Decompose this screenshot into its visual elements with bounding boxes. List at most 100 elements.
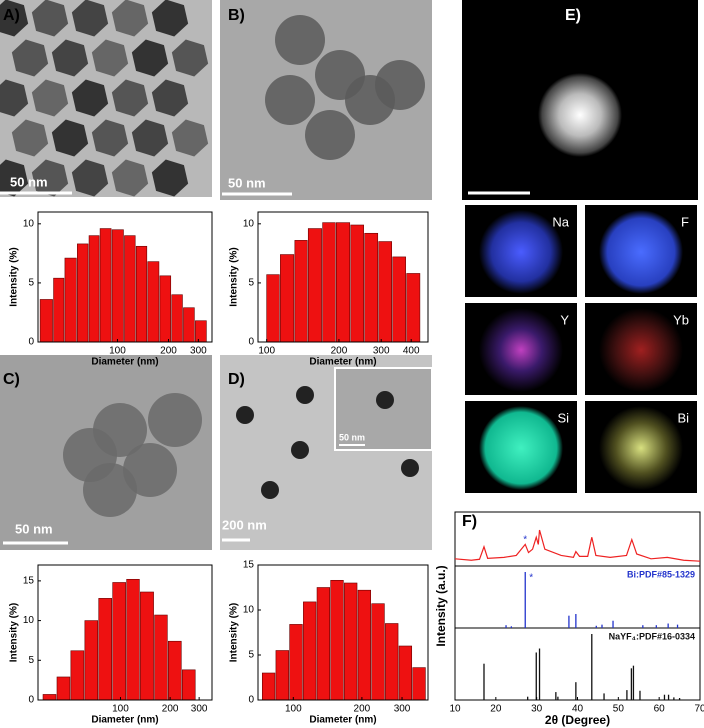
x-axis-label: 2θ (Degree) [545,713,610,727]
nanoparticle [275,15,325,65]
x-tick-label: 200 [160,346,177,357]
bar [181,669,196,701]
x-tick-label: 300 [394,704,411,715]
scale-label: 200 nm [222,517,267,532]
element-label: Y [560,312,569,327]
scale-label: 50 nm [15,521,53,536]
x-tick-label: 300 [373,346,390,357]
y-tick-label: 15 [23,576,35,587]
nanoparticle [123,443,177,497]
nanoparticle [31,0,69,37]
nanoparticle [151,79,189,117]
bar [171,294,183,343]
nanoparticle [261,481,279,499]
nanoparticle [171,39,209,77]
x-axis-label: Diameter (nm) [309,357,376,368]
nanoparticle [11,119,49,157]
nanoparticle [265,75,315,125]
element-distribution [479,406,563,490]
x-axis-label: Diameter (nm) [309,715,376,726]
x-tick-label: 40 [572,704,584,715]
bar [330,579,344,701]
bar [350,224,364,343]
y-axis-label: Intensity (a.u.) [434,565,448,646]
nanoparticle [375,60,425,110]
bar [294,240,308,343]
x-tick-label: 100 [285,704,302,715]
y-tick-label: 15 [243,560,255,571]
axes-frame [257,564,429,701]
bar [307,228,322,343]
y-axis-label: Intensity (%) [9,247,20,306]
y-tick-label: 5 [28,278,34,289]
bar [385,623,399,701]
panel-label: A) [3,7,20,24]
bar [56,676,71,701]
bar [140,591,154,701]
inset-image [334,367,433,451]
nanoparticle [171,119,209,157]
bar [303,601,317,701]
xrd-pattern [454,529,701,562]
y-tick-label: 0 [248,337,254,348]
y-tick-label: 0 [28,695,34,706]
y-axis-label: Intensity (%) [229,247,240,306]
nanoparticle [51,39,89,77]
bar [88,235,100,343]
axes-frame [37,211,213,343]
bar [195,320,207,343]
bar [344,582,358,701]
nanoparticle [111,79,149,117]
y-tick-label: 0 [28,337,34,348]
scale-label: 50 nm [339,432,365,442]
nanoparticle [0,0,29,37]
bar [412,667,426,701]
bar [124,235,136,343]
nanoparticle [148,393,202,447]
peak-marker: * [529,573,533,584]
nanoparticle [296,386,314,404]
element-label: Yb [673,312,689,327]
element-distribution [599,406,683,490]
nanoparticle [236,406,254,424]
x-tick-label: 60 [654,704,666,715]
bar [322,222,336,343]
axes-frame [37,564,213,701]
panel-label: F) [462,513,477,530]
particle [538,73,622,157]
x-tick-label: 100 [112,704,129,715]
y-tick-label: 10 [243,218,255,229]
bar [111,229,124,343]
x-tick-label: 50 [613,704,625,715]
nanoparticle [51,119,89,157]
bar [364,232,379,343]
x-axis-label: Diameter (nm) [91,357,158,368]
reference-label: NaYF₄:PDF#16-0334 [609,631,695,641]
x-tick-label: 300 [191,704,208,715]
element-label: Bi [677,410,689,425]
y-tick-label: 5 [248,278,254,289]
y-tick-label: 5 [28,655,34,666]
bar [126,578,140,701]
bar [183,307,195,343]
x-tick-label: 100 [258,346,275,357]
nanoparticle [71,159,109,197]
y-tick-label: 5 [248,650,254,661]
x-tick-label: 30 [531,704,543,715]
bar [135,245,148,343]
reference-label: Bi:PDF#85-1329 [627,569,695,579]
y-axis-label: Intensity (%) [229,603,240,662]
nanoparticle [71,79,109,117]
nanoparticle [291,441,309,459]
bar [42,694,57,701]
nanoparticle [0,159,29,197]
panel-label: C) [3,371,20,388]
bar [154,614,168,701]
y-axis-label: Intensity (%) [9,603,20,662]
nanoparticle [401,459,419,477]
x-axis-label: Diameter (nm) [91,715,158,726]
nanoparticle [151,159,189,197]
bar [266,274,280,343]
nanoparticle [91,119,129,157]
nanoparticle [31,159,69,197]
